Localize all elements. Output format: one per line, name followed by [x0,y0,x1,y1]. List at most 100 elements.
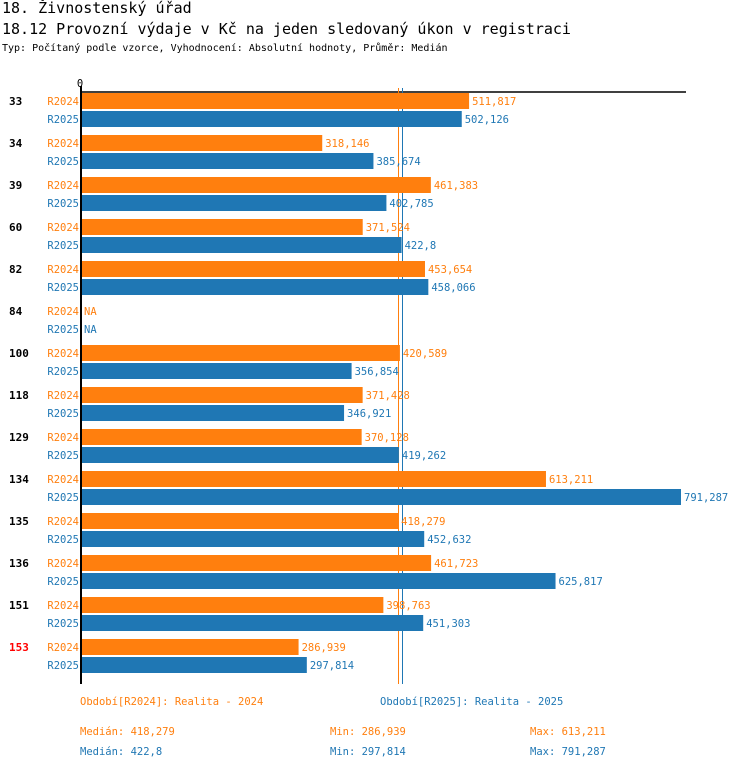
bar-r2024 [81,555,432,571]
category-label: 39 [9,179,22,192]
series-label: R2025 [47,660,79,672]
bar-r2025 [81,111,462,127]
series-label: R2024 [47,432,79,444]
data-label: 418,279 [401,516,445,528]
bar-r2025 [81,489,681,505]
data-label: 613,211 [549,474,593,486]
series-label: R2025 [47,282,79,294]
series-label: R2024 [47,516,79,528]
series-label: R2025 [47,618,79,630]
bar-r2024 [81,93,470,109]
category-label: 136 [9,557,29,570]
category-label: 84 [9,305,23,318]
series-label: R2024 [47,474,79,486]
series-label: R2025 [47,576,79,588]
series-label: R2025 [47,492,79,504]
median-r2025: Medián: 422,8 [80,746,163,758]
bar-r2025 [81,447,399,463]
data-label: 458,066 [431,282,475,294]
data-label: 461,383 [434,180,478,192]
data-label: 370,128 [365,432,409,444]
bar-r2024 [81,429,362,445]
category-label: 151 [9,599,29,612]
series-label: R2024 [47,180,79,192]
data-label: 422,8 [405,240,437,252]
bar-r2025 [81,363,352,379]
min-r2024: Min: 286,939 [330,726,406,738]
category-label: 135 [9,515,29,528]
data-label: 371,428 [366,390,410,402]
bar-r2024 [81,219,363,235]
data-label: 502,126 [465,114,509,126]
series-label: R2024 [47,642,79,654]
series-label: R2024 [47,306,79,318]
series-label: R2024 [47,264,79,276]
min-r2025: Min: 297,814 [330,746,406,758]
series-label: R2024 [47,138,79,150]
series-label: R2024 [47,390,79,402]
bar-r2025 [81,657,307,673]
category-label: 118 [9,389,29,402]
median-r2024: Medián: 418,279 [80,726,175,738]
x-tick-label: 0 [77,78,83,90]
category-label: 82 [9,263,22,276]
section-title: 18. Živnostenský úřad [2,0,192,17]
data-label: NA [84,306,97,318]
series-label: R2024 [47,348,79,360]
bar-r2024 [81,513,399,529]
data-label: 385,674 [376,156,420,168]
category-label: 129 [9,431,29,444]
legend-r2024: Období[R2024]: Realita - 2024 [80,696,264,708]
series-label: R2024 [47,600,79,612]
category-label: 100 [9,347,29,360]
bar-r2025 [81,531,425,547]
series-label: R2025 [47,156,79,168]
data-label: 791,287 [684,492,728,504]
series-label: R2025 [47,450,79,462]
bar-r2025 [81,237,402,253]
series-label: R2024 [47,222,79,234]
data-label: 419,262 [402,450,446,462]
series-label: R2025 [47,534,79,546]
category-label: 34 [9,137,23,150]
bar-r2024 [81,387,363,403]
max-r2024: Max: 613,211 [530,726,606,738]
bar-r2025 [81,279,429,295]
data-label: 451,303 [426,618,470,630]
bar-r2024 [81,597,384,613]
series-label: R2024 [47,96,79,108]
chart-meta: Typ: Počítaný podle vzorce, Vyhodnocení:… [2,43,448,54]
bar-r2025 [81,405,345,421]
bar-r2024 [81,177,431,193]
bar-r2024 [81,639,299,655]
data-label: 625,817 [559,576,603,588]
data-label: 420,589 [403,348,447,360]
bar-r2025 [81,615,424,631]
bar-r2024 [81,135,323,151]
data-label: 398,763 [386,600,430,612]
bar-r2024 [81,345,400,361]
category-label: 33 [9,95,22,108]
data-label: 461,723 [434,558,478,570]
series-label: R2025 [47,114,79,126]
category-label: 134 [9,473,29,486]
data-label: 346,921 [347,408,391,420]
chart-title: 18.12 Provozní výdaje v Kč na jeden sled… [2,20,571,38]
data-label: 286,939 [302,642,346,654]
data-label: 297,814 [310,660,354,672]
series-label: R2025 [47,324,79,336]
series-label: R2024 [47,558,79,570]
bar-r2024 [81,261,425,277]
series-label: R2025 [47,408,79,420]
data-label: 402,785 [389,198,433,210]
bar-r2025 [81,573,556,589]
data-label: 356,854 [355,366,399,378]
data-label: 511,817 [472,96,516,108]
bar-r2025 [81,153,374,169]
bar-chart: 0 33 R2024 511,817 R2025 502,126 34 R2024 318,14… [9,78,728,684]
category-label: 60 [9,221,22,234]
category-label: 153 [9,641,29,654]
data-label: 452,632 [427,534,471,546]
series-label: R2025 [47,240,79,252]
bar-r2024 [81,471,546,487]
